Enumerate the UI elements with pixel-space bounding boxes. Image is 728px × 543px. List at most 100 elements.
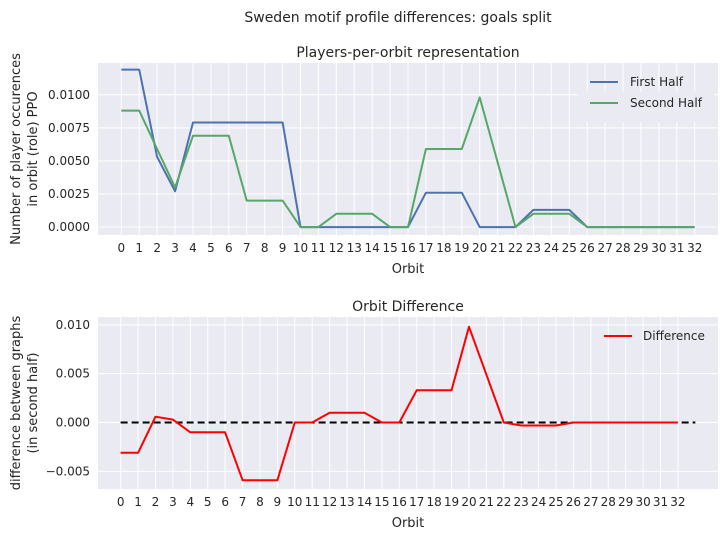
y-axis-label-line-2: in orbit (role) PPO xyxy=(26,91,41,206)
x-tick-label: 28 xyxy=(601,495,616,509)
x-tick-label: 18 xyxy=(436,241,451,255)
x-tick-label: 32 xyxy=(670,495,685,509)
x-tick-label: 14 xyxy=(357,495,372,509)
legend-frame xyxy=(578,92,714,122)
x-tick-label: 9 xyxy=(279,241,287,255)
x-tick-label: 4 xyxy=(186,495,194,509)
x-tick-label: 19 xyxy=(454,241,469,255)
series-layer xyxy=(121,68,695,229)
y-tick-label: 0.0000 xyxy=(48,220,90,234)
x-tick-label: 20 xyxy=(461,495,476,509)
x-tick-label: 8 xyxy=(261,241,269,255)
x-tick-label: 12 xyxy=(322,495,337,509)
y-tick-label: 0.010 xyxy=(56,318,90,332)
x-tick-label: 16 xyxy=(392,495,407,509)
x-tick-label: 31 xyxy=(669,241,684,255)
x-tick-label: 2 xyxy=(153,241,161,255)
x-tick-label: 29 xyxy=(633,241,648,255)
x-tick-label: 0 xyxy=(117,495,125,509)
x-tick-label: 17 xyxy=(418,241,433,255)
x-tick-label: 3 xyxy=(171,241,179,255)
x-tick-label: 17 xyxy=(409,495,424,509)
x-tick-label: 29 xyxy=(618,495,633,509)
x-tick-label: 19 xyxy=(444,495,459,509)
x-tick-label: 13 xyxy=(347,241,362,255)
x-tick-label: 5 xyxy=(204,495,212,509)
x-tick-label: 22 xyxy=(508,241,523,255)
x-tick-label: 30 xyxy=(635,495,650,509)
x-tick-label: 8 xyxy=(256,495,264,509)
x-tick-label: 0 xyxy=(117,241,125,255)
x-tick-label: 18 xyxy=(426,495,441,509)
x-tick-label: 27 xyxy=(583,495,598,509)
y-tick-label: 0.000 xyxy=(56,416,90,430)
chart-orbit-difference: 0 1 2 3 4 5 6 7 8 9 10 11 12 13 14 15 16 17 18 19 20 21 22 23 24… xyxy=(9,299,718,531)
x-tick-label: 1 xyxy=(134,495,142,509)
x-tick-label: 7 xyxy=(243,241,251,255)
series-line-difference xyxy=(120,325,678,482)
x-tick-label: 21 xyxy=(490,241,505,255)
y-tick-label: 0.0025 xyxy=(48,187,90,201)
x-gridlines xyxy=(120,317,679,489)
x-axis-label: Orbit xyxy=(392,516,425,531)
x-tick-label: 6 xyxy=(221,495,229,509)
y-tick-label: −0.005 xyxy=(46,464,90,478)
x-tick-label: 23 xyxy=(526,241,541,255)
x-tick-label: 32 xyxy=(687,241,702,255)
x-tick-labels: 0 1 2 3 4 5 6 7 8 9 10 11 12 13 14 15 16 17 18 19 20 21 22 23 24… xyxy=(117,241,702,255)
chart-title: Players-per-orbit representation xyxy=(296,45,519,61)
x-tick-label: 26 xyxy=(580,241,595,255)
x-axis-label: Orbit xyxy=(392,262,425,277)
x-gridlines xyxy=(120,63,696,235)
x-tick-label: 31 xyxy=(653,495,668,509)
x-tick-label: 25 xyxy=(548,495,563,509)
x-tick-label: 4 xyxy=(189,241,197,255)
x-tick-label: 22 xyxy=(496,495,511,509)
y-tick-label: 0.0050 xyxy=(48,154,90,168)
legend: Difference xyxy=(604,329,705,343)
x-tick-label: 10 xyxy=(293,241,308,255)
x-tick-label: 1 xyxy=(135,241,143,255)
y-tick-label: 0.0075 xyxy=(48,121,90,135)
series-line-second-half xyxy=(121,96,695,229)
x-tick-label: 30 xyxy=(651,241,666,255)
x-tick-label: 10 xyxy=(287,495,302,509)
x-tick-labels: 0 1 2 3 4 5 6 7 8 9 10 11 12 13 14 15 16 17 18 19 20 21 22 23 24… xyxy=(117,495,686,509)
x-tick-label: 11 xyxy=(311,241,326,255)
x-tick-label: 24 xyxy=(544,241,559,255)
x-tick-label: 27 xyxy=(597,241,612,255)
x-tick-label: 23 xyxy=(514,495,529,509)
figure-suptitle: Sweden motif profile differences: goals … xyxy=(244,10,552,26)
x-tick-label: 3 xyxy=(169,495,177,509)
x-tick-label: 20 xyxy=(472,241,487,255)
x-tick-label: 26 xyxy=(566,495,581,509)
x-tick-label: 21 xyxy=(479,495,494,509)
x-tick-label: 15 xyxy=(374,495,389,509)
chart-title: Orbit Difference xyxy=(352,299,464,315)
x-tick-label: 24 xyxy=(531,495,546,509)
x-tick-label: 9 xyxy=(274,495,282,509)
x-tick-label: 14 xyxy=(365,241,380,255)
plot-area-background xyxy=(98,317,718,489)
x-tick-label: 6 xyxy=(225,241,233,255)
x-tick-label: 2 xyxy=(152,495,160,509)
legend-label-first-half: First Half xyxy=(630,75,684,89)
y-tick-labels: −0.005 0.000 0.005 0.010 xyxy=(46,318,90,479)
series-layer xyxy=(120,325,696,482)
x-tick-label: 16 xyxy=(400,241,415,255)
legend-label-second-half: Second Half xyxy=(630,96,703,110)
y-axis-label-line-2: (in second half) xyxy=(26,352,41,453)
x-tick-label: 25 xyxy=(562,241,577,255)
legend: First Half Second Half xyxy=(578,75,714,122)
x-tick-label: 12 xyxy=(329,241,344,255)
x-tick-label: 15 xyxy=(382,241,397,255)
legend-label-difference: Difference xyxy=(643,329,705,343)
x-tick-label: 13 xyxy=(339,495,354,509)
x-tick-label: 7 xyxy=(239,495,247,509)
y-axis-label-line-1: Number of player occurences xyxy=(9,53,24,245)
y-tick-labels: 0.0000 0.0025 0.0050 0.0075 0.0100 xyxy=(48,88,90,234)
x-tick-label: 28 xyxy=(615,241,630,255)
y-axis-label-line-1: difference between graphs xyxy=(9,315,24,490)
y-tick-label: 0.0100 xyxy=(48,88,90,102)
